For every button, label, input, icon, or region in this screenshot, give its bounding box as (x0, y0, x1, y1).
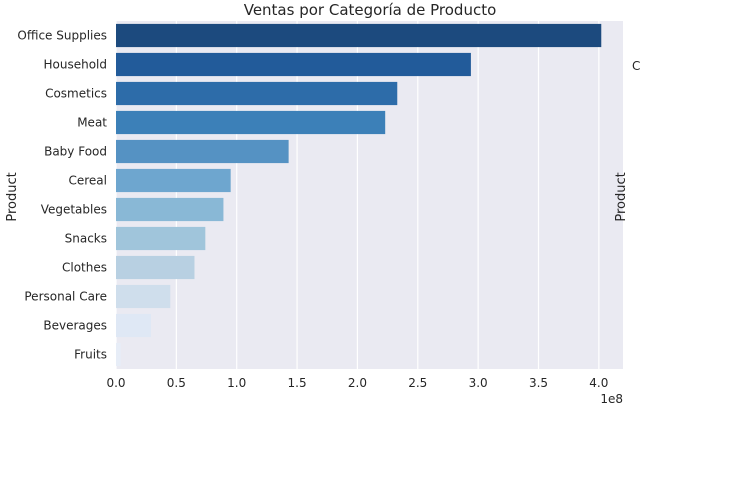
gridlines (115, 21, 600, 369)
bar (116, 342, 121, 367)
bar (116, 139, 289, 164)
y-tick-label: Cosmetics (45, 87, 107, 101)
x-tick-label: 2.0 (348, 376, 367, 390)
y-tick-label: Office Supplies (17, 29, 107, 43)
second-panel-partial-tick-label: C (632, 59, 640, 73)
bar (116, 255, 195, 280)
y-tick-label: Vegetables (41, 203, 107, 217)
bar (116, 313, 152, 338)
x-tick-label: 1.0 (227, 376, 246, 390)
y-tick-label: Personal Care (24, 290, 107, 304)
bar (116, 197, 224, 222)
bar (116, 23, 602, 48)
bar (116, 110, 386, 135)
chart-title: Ventas por Categoría de Producto (244, 1, 497, 19)
y-tick-label: Snacks (65, 232, 107, 246)
x-tick-labels: 0.0 0.5 1.0 1.5 2.0 2.5 3.0 3.5 4.0 (106, 376, 608, 390)
x-tick-label: 0.5 (167, 376, 186, 390)
x-tick-label: 1.5 (288, 376, 307, 390)
y-axis-label: Product (5, 172, 20, 221)
y-tick-label: Fruits (74, 348, 107, 362)
y-tick-label: Cereal (68, 174, 107, 188)
y-tick-label: Household (43, 58, 107, 72)
bar (116, 168, 231, 193)
bar (116, 81, 398, 106)
y-tick-label: Clothes (62, 261, 107, 275)
y-tick-label: Beverages (43, 319, 107, 333)
x-axis-scale-label: 1e8 (600, 392, 623, 406)
x-tick-label: 0.0 (106, 376, 125, 390)
y-tick-labels: Office Supplies Household Cosmetics Meat Bab… (17, 29, 107, 362)
bar (116, 284, 171, 309)
plot-panel: Office Supplies Household Cosmetics Meat Bab… (17, 21, 623, 390)
x-tick-label: 4.0 (589, 376, 608, 390)
bars (116, 23, 602, 367)
y-tick-label: Meat (77, 116, 107, 130)
bar (116, 52, 471, 77)
bar (116, 226, 206, 251)
y-tick-label: Baby Food (44, 145, 107, 159)
x-tick-label: 2.5 (408, 376, 427, 390)
second-panel-y-axis-label: Product (614, 172, 629, 221)
second-panel: Product C (614, 59, 640, 222)
x-tick-label: 3.5 (529, 376, 548, 390)
x-tick-label: 3.0 (469, 376, 488, 390)
